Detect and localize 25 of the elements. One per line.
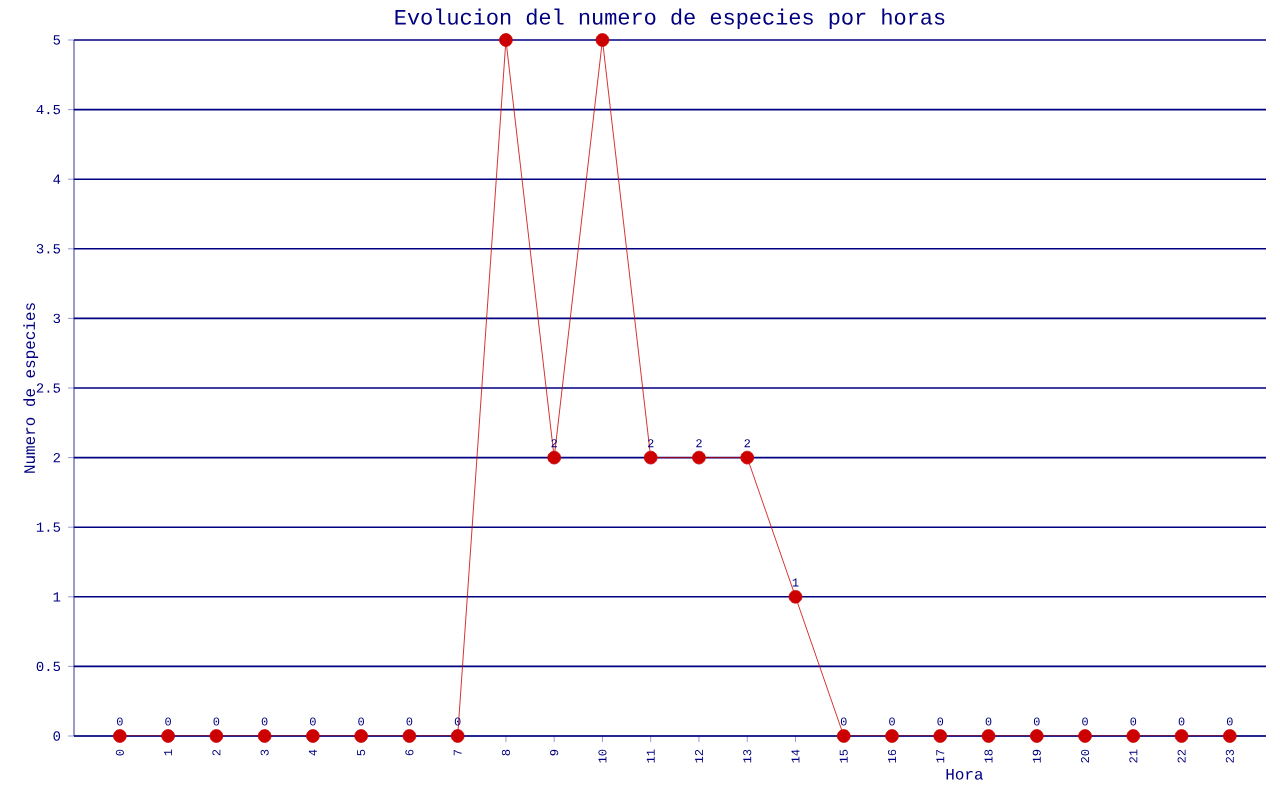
point [1174, 729, 1189, 743]
point [885, 729, 899, 743]
point [499, 33, 513, 47]
point [1078, 729, 1092, 743]
point [1029, 729, 1044, 743]
point [354, 729, 368, 743]
point [1126, 729, 1141, 743]
point [740, 450, 755, 465]
point [402, 729, 417, 743]
point [692, 450, 706, 465]
point [981, 729, 996, 743]
point [788, 590, 803, 604]
point [643, 450, 658, 465]
point [209, 729, 224, 743]
point [450, 729, 465, 743]
chart-title: Evolucion del numero de especies por horas [395, 8, 945, 29]
point [836, 729, 851, 743]
point [161, 729, 175, 743]
point [595, 33, 610, 47]
point [1223, 729, 1237, 743]
point [306, 729, 320, 743]
point [113, 729, 127, 743]
point [547, 450, 561, 465]
point [257, 729, 272, 743]
point [933, 729, 948, 743]
